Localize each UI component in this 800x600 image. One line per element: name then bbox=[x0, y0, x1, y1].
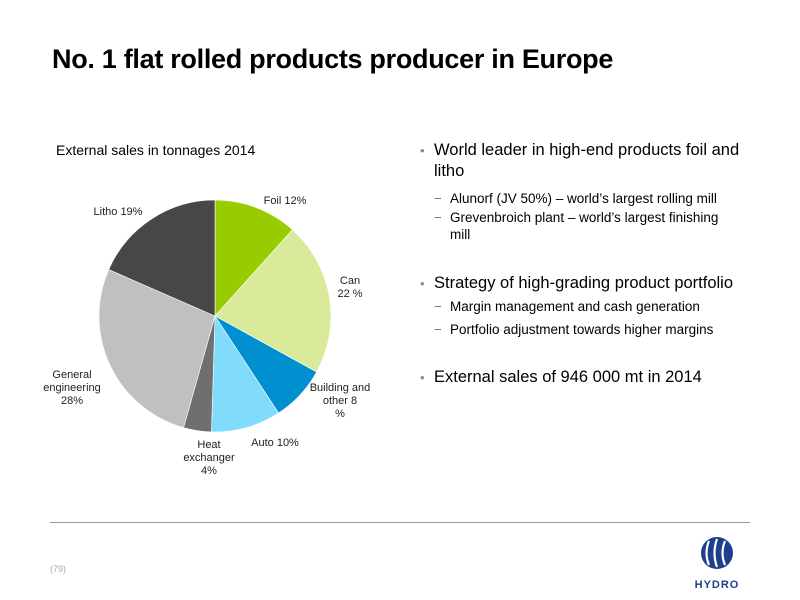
hydro-logo: HYDRO bbox=[695, 537, 740, 591]
bullet-list: World leader in high-end products foil a… bbox=[420, 140, 790, 388]
hydro-logo-text: HYDRO bbox=[695, 579, 740, 591]
sub-bullet-2-2: Portfolio adjustment towards higher marg… bbox=[420, 321, 790, 338]
pie-slice bbox=[214, 199, 293, 317]
sub-bullet-2-1: Margin management and cash generation bbox=[420, 298, 790, 315]
bullet-3: External sales of 946 000 mt in 2014 bbox=[420, 367, 790, 388]
bullet-1: World leader in high-end products foil a… bbox=[420, 140, 764, 182]
pie-slice-label: Can 22 % bbox=[337, 275, 362, 300]
page-title: No. 1 flat rolled products producer in E… bbox=[52, 44, 614, 74]
pie-slice bbox=[98, 269, 216, 429]
pie-slice-label: Auto 10% bbox=[251, 437, 299, 449]
pie-slice-label: Foil 12% bbox=[264, 195, 307, 207]
pie-slice bbox=[214, 229, 332, 373]
sub-bullet-1-2: Grevenbroich plant – world’s largest fin… bbox=[420, 209, 720, 243]
sub-bullet-1-1: Alunorf (JV 50%) – world’s largest rolli… bbox=[420, 190, 790, 207]
pie-slice-label: General engineering 28% bbox=[43, 369, 101, 407]
page-number: (79) bbox=[50, 564, 67, 574]
pie-slice-label: Building and other 8% bbox=[310, 382, 371, 420]
bullet-2: Strategy of high-grading product portfol… bbox=[420, 273, 790, 294]
footer-divider bbox=[50, 522, 750, 523]
pie-slice-label: Litho 19% bbox=[94, 206, 143, 218]
pie-slice-label: Heat exchanger 4% bbox=[183, 439, 235, 477]
pie-slice bbox=[108, 199, 216, 317]
chart-title: External sales in tonnages 2014 bbox=[56, 142, 256, 158]
